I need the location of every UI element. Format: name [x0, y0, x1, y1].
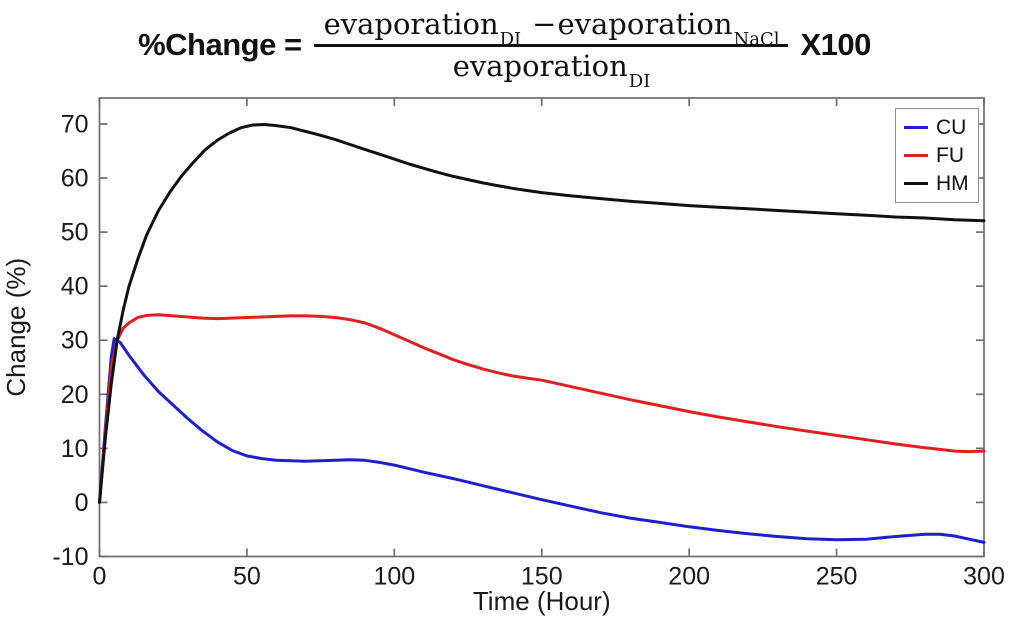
svg-text:70: 70: [61, 110, 89, 138]
legend-line-sample-fu: [904, 154, 928, 157]
svg-text:30: 30: [61, 327, 89, 355]
svg-text:250: 250: [816, 563, 858, 591]
svg-text:40: 40: [61, 273, 89, 301]
formula-num-term2: evaporationNaCl: [557, 7, 780, 51]
legend-label-hm: HM: [936, 172, 969, 195]
svg-text:50: 50: [233, 563, 261, 591]
formula-lhs: %Change =: [138, 27, 302, 62]
formula: %Change = evaporationDI −evaporationNaCl …: [0, 2, 1009, 93]
svg-text:10: 10: [61, 435, 89, 463]
svg-text:60: 60: [61, 165, 89, 193]
legend-line-sample-cu: [904, 126, 928, 129]
formula-denominator: evaporationDI: [452, 47, 651, 93]
formula-den-term: evaporationDI: [452, 49, 651, 93]
formula-numerator: evaporationDI −evaporationNaCl: [313, 7, 789, 51]
formula-den-subscript: DI: [628, 71, 651, 93]
legend-item-hm: HM: [904, 171, 978, 196]
svg-text:200: 200: [668, 563, 710, 591]
svg-text:0: 0: [93, 563, 107, 591]
formula-num-term2-subscript: NaCl: [733, 29, 780, 51]
svg-text:50: 50: [61, 219, 89, 247]
svg-text:-10: -10: [52, 543, 88, 571]
svg-text:100: 100: [373, 563, 415, 591]
svg-text:20: 20: [61, 381, 89, 409]
legend-item-cu: CU: [904, 115, 978, 140]
formula-multiplier: X100: [800, 27, 871, 62]
svg-text:Change (%): Change (%): [1, 258, 31, 397]
legend: CU FU HM: [895, 108, 979, 203]
svg-text:0: 0: [75, 489, 89, 517]
svg-text:150: 150: [521, 563, 563, 591]
formula-minus-operator: −: [532, 7, 557, 41]
legend-label-fu: FU: [936, 144, 964, 167]
formula-fraction: evaporationDI −evaporationNaCl evaporatio…: [313, 7, 789, 93]
svg-text:300: 300: [963, 563, 1005, 591]
legend-item-fu: FU: [904, 143, 978, 168]
legend-line-sample-hm: [904, 182, 928, 185]
formula-num-term1-subscript: DI: [499, 29, 522, 51]
legend-label-cu: CU: [936, 116, 967, 139]
svg-text:Time (Hour): Time (Hour): [473, 586, 611, 616]
formula-num-term1: evaporationDI: [323, 7, 522, 51]
